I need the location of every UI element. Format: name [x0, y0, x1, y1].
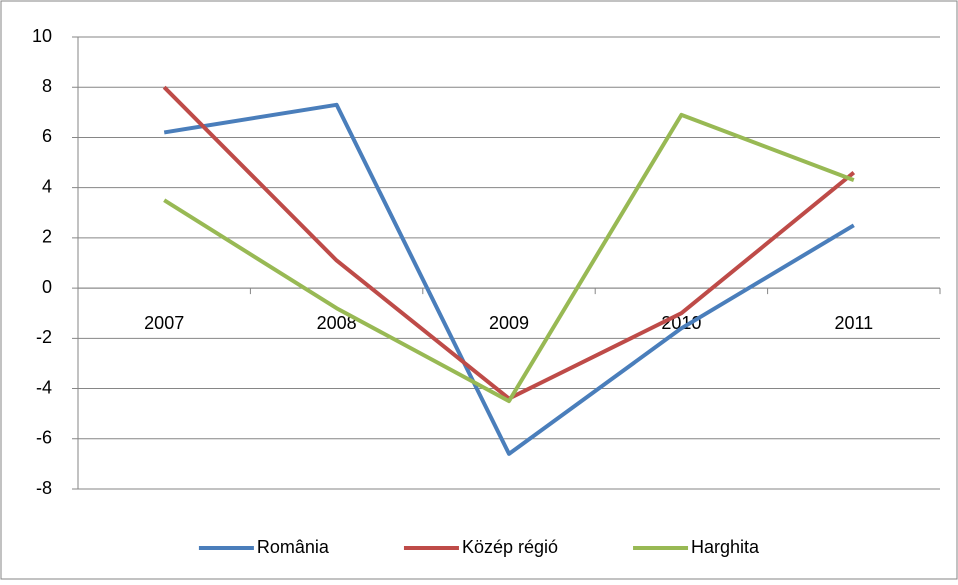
series-line — [163, 112, 855, 404]
y-tick-label: 10 — [32, 26, 52, 46]
y-tick-label: 8 — [42, 76, 52, 96]
y-tick-label: -2 — [36, 327, 52, 347]
legend-label: Közép régió — [462, 537, 558, 557]
y-tick-label: 6 — [42, 126, 52, 146]
x-tick-label: 2009 — [489, 313, 529, 333]
x-tick-label: 2008 — [317, 313, 357, 333]
legend-label: Harghita — [691, 537, 760, 557]
series-line — [163, 102, 855, 456]
y-tick-label: 4 — [42, 176, 52, 196]
x-tick-label: 2007 — [144, 313, 184, 333]
y-tick-label: -6 — [36, 428, 52, 448]
legend-label: România — [257, 537, 330, 557]
y-tick-label: -8 — [36, 478, 52, 498]
y-tick-label: -4 — [36, 377, 52, 397]
y-tick-label: 0 — [42, 277, 52, 297]
x-tick-label: 2011 — [834, 313, 873, 333]
y-tick-label: 2 — [42, 227, 52, 247]
